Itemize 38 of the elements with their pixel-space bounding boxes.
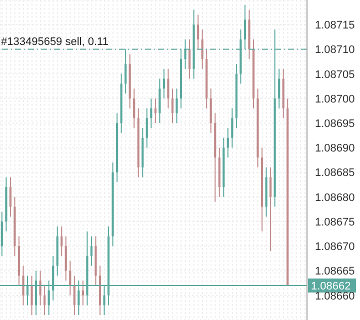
candlestick [167, 68, 170, 109]
candlestick [39, 270, 42, 306]
candlestick [82, 280, 84, 306]
candlestick [231, 108, 234, 148]
ref-line-label: #133495659 sell, 0.11 [1, 36, 108, 48]
candlestick [133, 88, 136, 128]
y-tick-label: 1.08705 [315, 68, 355, 81]
candlestick [30, 275, 33, 316]
candlestick [188, 38, 191, 80]
candlestick [73, 275, 76, 316]
candlestick [146, 108, 148, 148]
candlestick [278, 68, 280, 109]
candlestick [90, 236, 93, 266]
candlestick [60, 226, 63, 256]
y-tick-label: 1.08665 [315, 266, 355, 278]
y-tick-label: 1.08660 [315, 290, 355, 302]
y-tick-label: 1.08715 [315, 20, 355, 32]
y-tick-label: 1.08685 [315, 167, 355, 180]
y-tick-label: 1.08695 [315, 118, 355, 130]
y-tick-label: 1.08700 [315, 93, 355, 106]
ref-line-label: 1.08662 [311, 280, 351, 293]
candlestick [150, 98, 152, 128]
candlestick [44, 285, 46, 316]
y-tick-label: 1.08710 [315, 44, 355, 56]
y-tick-label: 1.08670 [315, 241, 355, 254]
candlestick [171, 88, 174, 124]
candlestick [9, 176, 12, 218]
y-tick-label: 1.08690 [315, 142, 355, 155]
y-tick-label: 1.08675 [315, 216, 355, 228]
y-tick-label: 1.08680 [315, 192, 355, 204]
candlestick [201, 29, 204, 70]
candlestick [162, 68, 166, 99]
candlestick [176, 88, 178, 124]
candlestick [226, 128, 229, 158]
candlestick [22, 265, 24, 306]
candlestick [197, 14, 200, 50]
candlestick [69, 260, 72, 296]
candlestick [270, 166, 272, 252]
